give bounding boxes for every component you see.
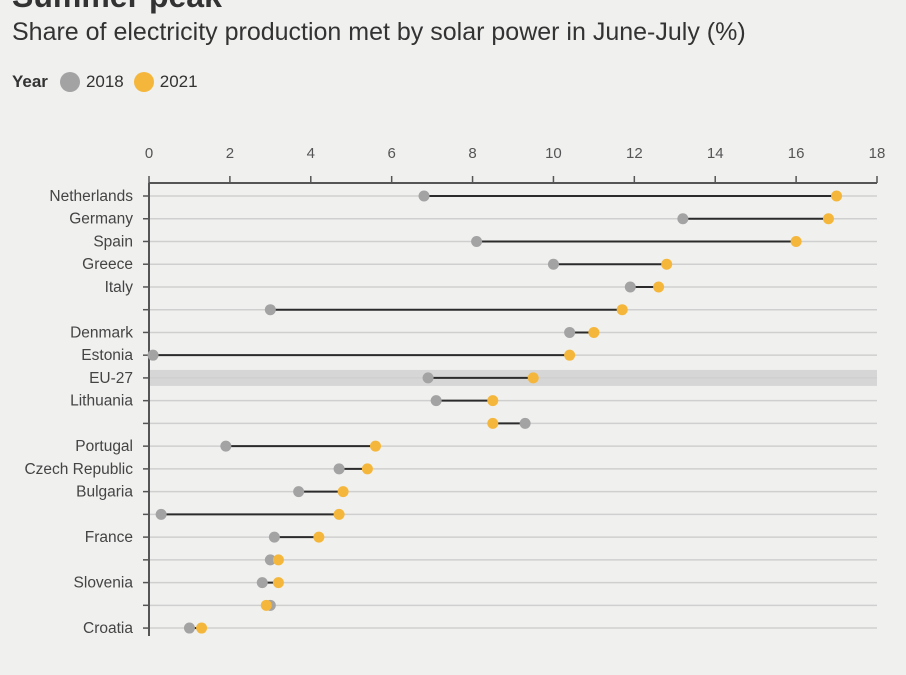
x-tick-label: 4 [307,145,315,162]
point-2018 [220,440,232,452]
legend-item-2018: 2018 [59,72,124,92]
x-tick-label: 14 [707,145,724,162]
chart-subtitle: Share of electricity production met by s… [12,18,746,46]
point-2018 [564,326,576,338]
legend-label-2018: 2018 [85,72,124,91]
category-label: Estonia [81,347,133,364]
legend-dot-2021-icon [133,72,154,92]
chart-title: Summer peak [12,0,222,15]
point-2018 [264,304,276,316]
point-2018 [677,213,689,225]
point-2018 [547,258,559,270]
category-label: Slovenia [74,575,134,592]
point-2021 [260,599,272,611]
point-2018 [471,235,483,247]
point-2018 [183,622,195,634]
point-2021 [272,577,284,589]
x-tick-label: 18 [869,145,886,162]
category-label: Germany [69,211,133,228]
category-label: Croatia [83,620,133,637]
point-2018 [519,417,531,429]
point-2021 [653,281,665,293]
x-tick-label: 2 [226,145,234,162]
point-2021 [487,395,499,407]
category-label: Greece [82,256,133,273]
legend-item-2021: 2021 [133,72,198,92]
category-label: EU-27 [89,370,133,387]
point-2021 [527,372,539,384]
point-2018 [418,190,430,202]
category-label: Netherlands [49,188,133,205]
point-2018 [268,531,280,543]
point-2021 [337,486,349,498]
point-2021 [822,213,834,225]
legend-dot-2018-icon [59,72,80,92]
point-2021 [831,190,843,202]
point-2018 [430,395,442,407]
point-2018 [264,554,276,566]
point-2021 [790,235,802,247]
x-tick-label: 12 [626,145,643,162]
category-label: Czech Republic [24,461,133,478]
category-label: France [85,529,133,546]
legend-label-2021: 2021 [159,72,198,91]
x-tick-label: 8 [468,145,476,162]
point-2018 [293,486,305,498]
point-2021 [661,258,673,270]
category-label: Portugal [75,438,133,455]
point-2021 [272,554,284,566]
category-label: Bulgaria [76,484,133,501]
legend: Year 2018 2021 [12,72,208,92]
point-2021 [616,304,628,316]
x-tick-label: 0 [145,145,153,162]
category-label: Spain [93,233,133,250]
point-2018 [333,463,345,475]
x-tick-label: 6 [387,145,395,162]
point-2021 [564,349,576,361]
category-label: Denmark [70,324,133,341]
point-2018 [624,281,636,293]
point-2021 [588,326,600,338]
point-2021 [487,417,499,429]
point-2021 [313,531,325,543]
x-tick-label: 16 [788,145,805,162]
point-2021 [361,463,373,475]
point-2021 [196,622,208,634]
category-label: Italy [105,279,134,296]
point-2018 [422,372,434,384]
point-2021 [369,440,381,452]
point-2018 [256,577,268,589]
category-label: Lithuania [70,393,133,410]
point-2018 [155,508,167,520]
point-2021 [333,508,345,520]
x-tick-label: 10 [545,145,562,162]
point-2018 [147,349,159,361]
legend-title: Year [12,72,48,91]
